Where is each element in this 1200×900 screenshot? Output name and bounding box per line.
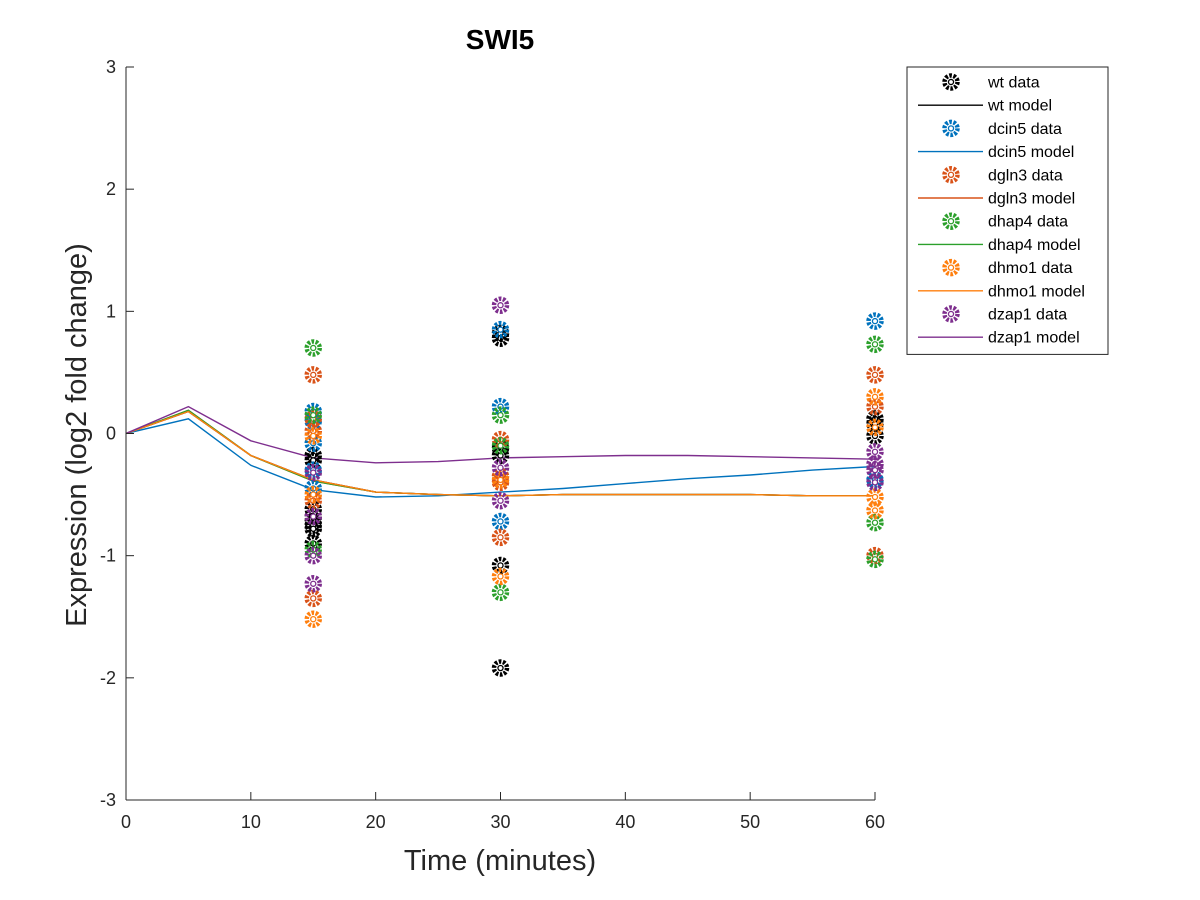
dzap1-data-point bbox=[491, 491, 510, 510]
dhap4-data-point bbox=[866, 335, 884, 354]
dzap1-data-point bbox=[304, 575, 322, 593]
legend-dhmo1-data-label: dhmo1 data bbox=[988, 260, 1073, 277]
x-tick-label: 60 bbox=[865, 812, 885, 832]
dzap1-data-point bbox=[866, 473, 884, 492]
x-tick-label: 0 bbox=[121, 812, 131, 832]
legend-wt-data-label: wt data bbox=[987, 75, 1040, 92]
dzap1-data-point bbox=[304, 546, 322, 565]
legend-dhap4-data-label: dhap4 data bbox=[988, 214, 1068, 231]
y-tick-label: -2 bbox=[100, 668, 116, 688]
dzap1-data-point bbox=[304, 463, 322, 482]
dcin5-data-point bbox=[866, 312, 884, 330]
dhmo1-data-point bbox=[866, 501, 884, 520]
dhap4-data-point bbox=[866, 550, 884, 569]
legend-dzap1-data-marker bbox=[942, 305, 960, 323]
legend-dhmo1-data-marker bbox=[942, 258, 960, 277]
plot-area bbox=[125, 296, 884, 677]
dhmo1-data-point bbox=[866, 418, 884, 437]
legend-dgln3-data-label: dgln3 data bbox=[988, 167, 1063, 184]
legend-dzap1-model-label: dzap1 model bbox=[988, 330, 1080, 347]
dhmo1-data-point bbox=[304, 427, 322, 445]
dgln3-data-point bbox=[304, 366, 322, 384]
dzap1-data-point bbox=[491, 296, 510, 314]
y-tick-label: 2 bbox=[106, 179, 116, 199]
legend-box bbox=[906, 66, 1109, 355]
y-tick-label: 3 bbox=[106, 57, 116, 77]
legend-dhap4-model-label: dhap4 model bbox=[988, 237, 1081, 254]
legend-dcin5-data-marker bbox=[942, 119, 960, 138]
dhmo1-data-point bbox=[491, 567, 510, 586]
legend: wt data wt model dcin5 data dcin5 model dgln… bbox=[906, 66, 1109, 355]
legend-dcin5-model-label: dcin5 model bbox=[988, 144, 1074, 161]
dcin5-data-point bbox=[491, 512, 510, 531]
x-axis: 0 10 20 30 40 50 60 bbox=[121, 792, 885, 832]
dhmo1-data-point bbox=[304, 610, 322, 628]
dhap4-data-point bbox=[491, 406, 510, 424]
dhmo1-data-point bbox=[866, 388, 884, 406]
y-axis: -3 -2 -1 0 1 2 3 bbox=[100, 57, 134, 810]
y-tick-label: -3 bbox=[100, 790, 116, 810]
x-axis-label: Time (minutes) bbox=[404, 845, 596, 877]
legend-dgln3-model-label: dgln3 model bbox=[988, 191, 1075, 208]
y-tick-label: -1 bbox=[100, 546, 116, 566]
legend-dzap1-data-label: dzap1 data bbox=[988, 307, 1067, 324]
dcin5-data-point bbox=[491, 320, 510, 339]
x-tick-label: 40 bbox=[615, 812, 635, 832]
y-axis-label: Expression (log2 fold change) bbox=[61, 243, 93, 627]
dhap4-data-point bbox=[304, 406, 322, 424]
dzap1-data-point bbox=[491, 458, 510, 477]
y-tick-label: 1 bbox=[106, 301, 116, 321]
dgln3-data-point bbox=[491, 528, 510, 547]
x-tick-label: 20 bbox=[366, 812, 386, 832]
wt-data-point bbox=[491, 659, 510, 677]
legend-wt-model-label: wt model bbox=[987, 98, 1052, 115]
dzap1-data-point bbox=[304, 507, 322, 526]
legend-dcin5-data-label: dcin5 data bbox=[988, 121, 1062, 138]
chart-title: SWI5 bbox=[466, 24, 534, 55]
x-tick-label: 50 bbox=[740, 812, 760, 832]
dhap4-data-point bbox=[491, 583, 510, 602]
x-tick-label: 30 bbox=[490, 812, 510, 832]
legend-wt-data-marker bbox=[942, 73, 960, 91]
dhap4-data-point bbox=[491, 436, 510, 455]
legend-dhap4-data-marker bbox=[942, 212, 960, 230]
y-tick-label: 0 bbox=[106, 424, 116, 444]
dhmo1-data-point bbox=[304, 485, 322, 504]
legend-dgln3-data-marker bbox=[942, 166, 960, 184]
x-tick-label: 10 bbox=[241, 812, 261, 832]
dgln3-data-point bbox=[866, 366, 884, 384]
dhap4-data-point bbox=[304, 339, 322, 357]
legend-dhmo1-model-label: dhmo1 model bbox=[988, 283, 1085, 300]
